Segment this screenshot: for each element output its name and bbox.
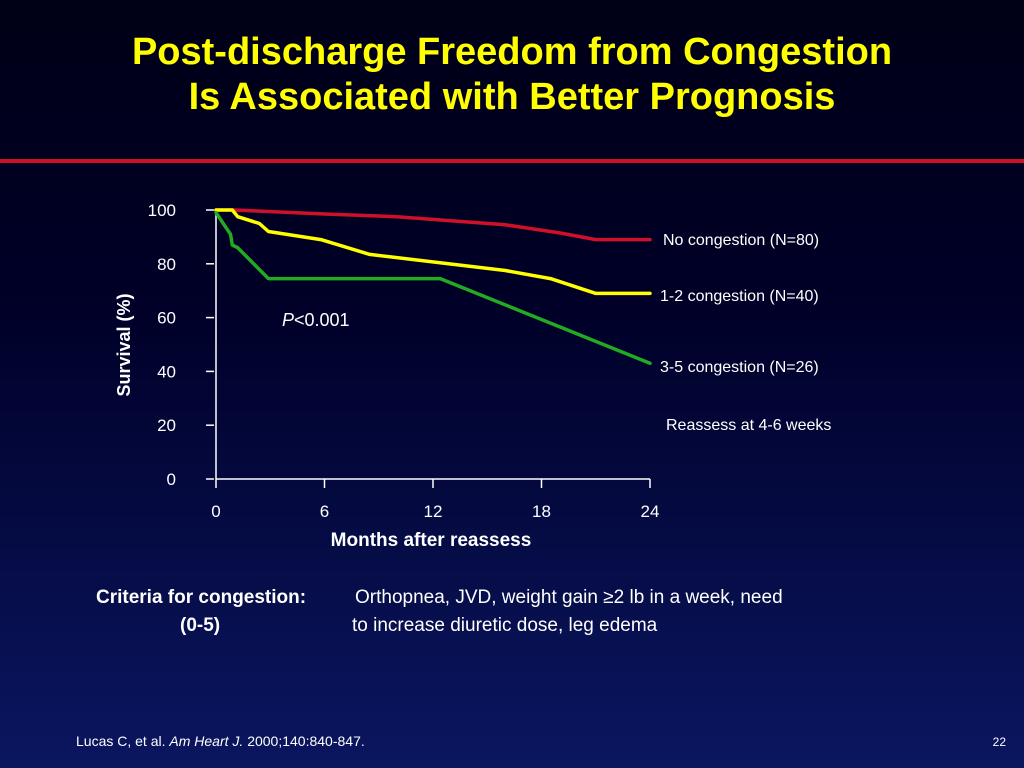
survival-chart: 0 20 40 60 80 100 0 6 12 18 24 Survival (%) Months… (114, 201, 831, 551)
criteria-text-line2: to increase diuretic dose, leg edema (352, 615, 658, 636)
y-tick-label: 80 (157, 255, 176, 274)
chart-axes: 0 20 40 60 80 100 0 6 12 18 24 (148, 201, 660, 521)
y-tick-label: 40 (157, 362, 176, 381)
reference-authors: Lucas C, et al. (76, 733, 166, 749)
x-axis-label: Months after reassess (331, 530, 532, 551)
x-tick-label: 24 (641, 502, 660, 521)
x-tick-label: 12 (424, 502, 443, 521)
criteria-label: Criteria for congestion: (96, 587, 307, 608)
reassess-note: Reassess at 4-6 weeks (666, 417, 831, 434)
y-tick-label: 60 (157, 309, 176, 328)
y-tick-label: 0 (167, 470, 176, 489)
x-tick-label: 6 (320, 502, 329, 521)
reference-details: 2000;140:840-847. (247, 733, 365, 749)
title-divider-rule (0, 159, 1024, 163)
page-number: 22 (992, 735, 1006, 749)
slide-title-line2: Is Associated with Better Prognosis (188, 76, 836, 118)
chart-series-layer (214, 208, 652, 366)
series-line-1 (214, 208, 652, 296)
reference-citation: Lucas C, et al. Am Heart J. 2000;140:840… (76, 733, 365, 749)
y-axis-label: Survival (%) (114, 293, 134, 396)
criteria-scale: (0-5) (180, 615, 221, 636)
y-tick-label: 100 (148, 201, 176, 220)
legend-label-no-congestion: No congestion (N=80) (663, 232, 819, 249)
p-value-annotation: P<0.001 (282, 310, 350, 330)
x-tick-label: 0 (211, 502, 220, 521)
legend-label-1-2-congestion: 1-2 congestion (N=40) (660, 288, 819, 305)
slide-title-line1: Post-discharge Freedom from Congestion (131, 31, 893, 73)
reference-journal: Am Heart J. (169, 733, 244, 749)
x-tick-label: 18 (532, 502, 551, 521)
slide-title: Post-discharge Freedom from Congestion I… (0, 30, 1024, 120)
p-symbol: P (282, 310, 294, 330)
legend-label-3-5-congestion: 3-5 congestion (N=26) (660, 359, 819, 376)
y-tick-label: 20 (157, 416, 176, 435)
series-line-0 (214, 208, 652, 242)
series-line-2 (214, 210, 652, 366)
criteria-text-line1: Orthopnea, JVD, weight gain ≥2 lb in a w… (355, 587, 783, 608)
p-value: <0.001 (294, 310, 350, 330)
